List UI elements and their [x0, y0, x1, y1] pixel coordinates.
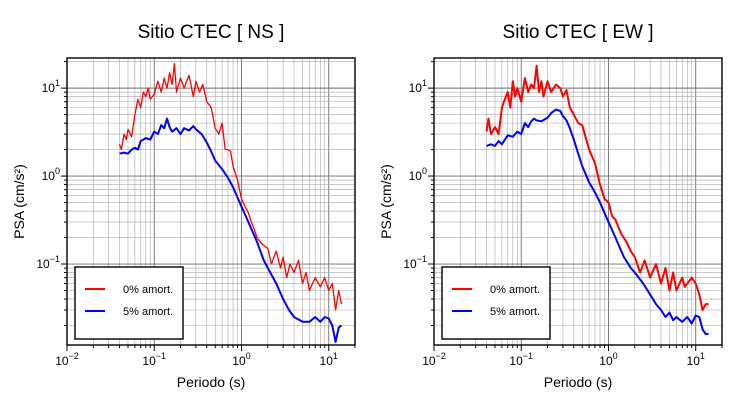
legend-label-2: 5% amort.: [490, 306, 540, 318]
x-tick-label: 101: [320, 351, 338, 368]
y-tick-label: 100: [42, 166, 60, 183]
legend-label-1: 0% amort.: [490, 284, 540, 296]
legend-label-2: 5% amort.: [123, 306, 173, 318]
legend-box: [441, 266, 551, 340]
panel-1: 10−2 10−1 100 101 10−1 100 101 Sitio CTEC [ NS …: [11, 22, 356, 390]
y-axis-label: PSA (cm/s²): [11, 164, 27, 239]
y-tick-label: 100: [409, 166, 427, 183]
plot-frame: [433, 57, 723, 346]
grid: [66, 58, 356, 345]
x-axis-label: Periodo (s): [544, 374, 612, 390]
y-tick-label: 10−1: [403, 254, 427, 271]
x-tick-label: 10−1: [142, 351, 166, 368]
legend-box: [74, 266, 184, 340]
x-tick-label: 10−1: [509, 351, 533, 368]
legend: 0% amort. 5% amort.: [441, 266, 551, 340]
chart-title: Sitio CTEC [ NS ]: [138, 22, 285, 43]
y-tick-label: 101: [409, 78, 427, 95]
y-axis-label: PSA (cm/s²): [378, 164, 394, 239]
panel-2: 10−2 10−1 100 101 10−1 100 101 Sitio CTEC [ EW …: [378, 22, 723, 390]
chart-title: Sitio CTEC [ EW ]: [503, 22, 654, 43]
x-tick-label: 10−2: [422, 351, 446, 368]
x-tick-label: 100: [599, 351, 617, 368]
series-line-2: [486, 108, 709, 335]
series-line-2: [119, 117, 343, 343]
x-tick-label: 101: [687, 351, 705, 368]
y-tick-label: 10−1: [36, 254, 60, 271]
x-axis-label: Periodo (s): [177, 374, 245, 390]
x-tick-label: 100: [232, 351, 250, 368]
y-tick-label: 101: [42, 78, 60, 95]
plot-frame: [66, 57, 356, 346]
series-line-1: [118, 62, 343, 311]
legend: 0% amort. 5% amort.: [74, 266, 184, 340]
legend-label-1: 0% amort.: [123, 284, 173, 296]
x-tick-label: 10−2: [55, 351, 79, 368]
series-line-1: [485, 64, 709, 311]
